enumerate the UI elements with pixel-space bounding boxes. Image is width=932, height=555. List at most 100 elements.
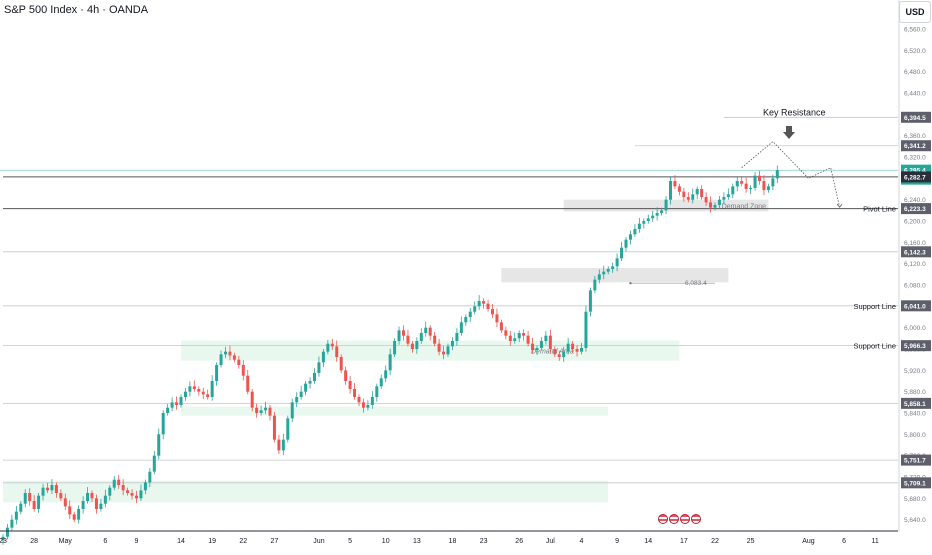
candle-body <box>771 178 775 187</box>
candle-body <box>277 439 281 451</box>
candle-body <box>197 389 201 392</box>
time-tick-label: 6 <box>842 538 846 545</box>
candle-body <box>366 405 370 408</box>
price-label-box <box>901 397 931 409</box>
candle-body <box>486 303 490 310</box>
candle-body <box>633 229 637 235</box>
us-flag-icon[interactable] <box>691 514 701 524</box>
candle-body <box>704 197 708 203</box>
candle-body <box>90 493 94 499</box>
candle-body <box>677 186 681 192</box>
candle-body <box>744 183 748 190</box>
candle-body <box>170 402 174 408</box>
zone-rect <box>181 340 680 361</box>
time-tick-label: Jul <box>546 538 555 545</box>
candle-body <box>175 402 179 406</box>
candle-body <box>539 341 543 348</box>
annotation-label: Key Resistance <box>763 107 826 117</box>
price-label: 5,966.3 <box>904 343 926 350</box>
candle-body <box>210 381 214 398</box>
candle-body <box>241 365 245 376</box>
candle-body <box>749 187 753 190</box>
time-tick-label: 22 <box>239 538 247 545</box>
price-tick-label: 6,000.0 <box>904 325 926 332</box>
price-label-box <box>901 340 931 352</box>
candle-body <box>304 383 308 392</box>
price-axis[interactable] <box>899 0 932 550</box>
candle-body <box>410 343 414 350</box>
time-tick-label: 9 <box>615 538 619 545</box>
time-tick-label: 22 <box>711 538 719 545</box>
price-tick-label: 6,360.0 <box>904 133 926 140</box>
candle-body <box>335 346 339 358</box>
candle-body <box>375 386 379 398</box>
price-label: 6,142.3 <box>904 249 926 256</box>
price-label-box <box>901 140 931 152</box>
candle-body <box>775 170 779 179</box>
economic-events[interactable] <box>658 514 701 524</box>
zone-rect <box>3 480 609 503</box>
candle-body <box>108 487 112 496</box>
candle-body <box>402 330 405 336</box>
candle-body <box>339 357 343 371</box>
price-label-box <box>901 246 931 258</box>
candle-body <box>295 397 299 403</box>
price-label-box <box>901 477 931 489</box>
candle-body <box>588 290 592 312</box>
price-tick-label: 6,480.0 <box>904 69 926 76</box>
time-tick-label: 25 <box>747 538 755 545</box>
candle-body <box>37 495 41 510</box>
time-tick-label: Aug <box>802 538 815 545</box>
candle-body <box>482 301 486 304</box>
candle-body <box>272 415 276 440</box>
candle-body <box>219 354 223 366</box>
candle-body <box>139 490 143 499</box>
price-label-box <box>901 454 931 466</box>
candle-body <box>384 370 388 379</box>
candle-body <box>126 490 130 494</box>
us-flag-icon[interactable] <box>680 514 690 524</box>
candle-body <box>450 341 454 347</box>
candle-body <box>393 341 397 355</box>
candle-body <box>299 391 303 398</box>
line-label: Pivot Line <box>863 205 896 214</box>
candle-body <box>72 514 76 520</box>
candle-body <box>517 333 521 339</box>
candle-body <box>152 455 156 472</box>
candle-body <box>50 485 54 491</box>
candle-body <box>379 378 383 387</box>
zone-rect <box>501 267 729 283</box>
price-tick-label: 5,800.0 <box>904 432 926 439</box>
candle-body <box>597 274 601 280</box>
price-label: 5,751.7 <box>904 458 926 465</box>
currency-button[interactable]: USD <box>899 1 931 23</box>
candle-body <box>557 354 561 358</box>
candle-body <box>615 258 619 267</box>
zone-label: Demand Zone <box>722 204 766 211</box>
candle-body <box>620 247 624 259</box>
candle-body <box>415 341 419 350</box>
candle-body <box>259 410 263 414</box>
candle-body <box>504 330 508 336</box>
time-tick-label: 17 <box>680 538 688 545</box>
candle-body <box>424 327 428 334</box>
time-tick-label: 10 <box>382 538 390 545</box>
candle-body <box>32 501 36 510</box>
us-flag-icon[interactable] <box>658 514 668 524</box>
candle-body <box>308 381 312 384</box>
price-tick-label: 6,080.0 <box>904 283 926 290</box>
candle-body <box>290 402 294 419</box>
us-flag-icon[interactable] <box>669 514 679 524</box>
candle-body <box>682 191 686 198</box>
candle-body <box>28 493 32 502</box>
candle-body <box>68 506 72 515</box>
candle-body <box>224 351 227 355</box>
candle-body <box>313 373 316 382</box>
time-tick-label: 9 <box>135 538 139 545</box>
price-tick-label: 6,440.0 <box>904 91 926 98</box>
line-label: Support Line <box>853 302 896 311</box>
candle-body <box>23 493 27 504</box>
